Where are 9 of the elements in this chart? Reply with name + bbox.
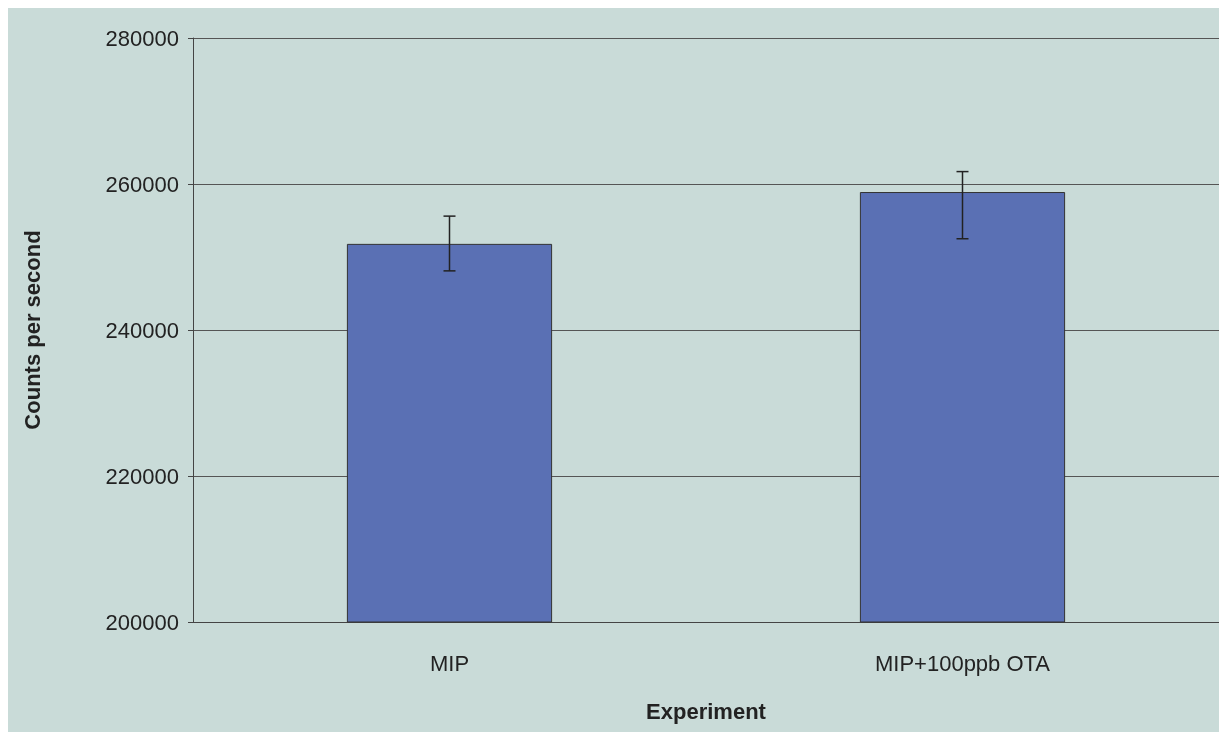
y-tick-label: 280000 <box>105 25 179 51</box>
y-tick-label: 240000 <box>105 317 179 343</box>
y-tick-label: 220000 <box>105 463 179 489</box>
y-axis-title: Counts per second <box>19 230 45 430</box>
x-axis-title: Experiment <box>646 698 767 724</box>
y-tick-label: 260000 <box>105 171 179 197</box>
x-tick-label: MIP <box>429 650 470 676</box>
x-tick-label: MIP+100ppb OTA <box>874 650 1051 676</box>
y-tick-label: 200000 <box>105 609 179 635</box>
